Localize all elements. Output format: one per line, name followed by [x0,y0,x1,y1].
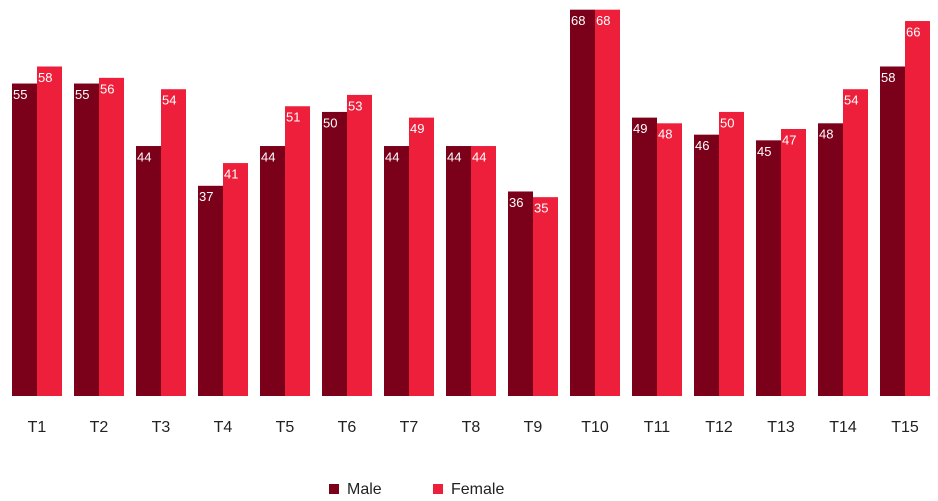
data-label: 49 [633,121,647,136]
data-label: 35 [534,201,548,216]
data-label: 36 [509,195,523,210]
x-tick-label: T11 [644,419,670,436]
x-tick-label: T8 [462,419,481,436]
data-label: 54 [844,93,858,108]
bar [880,66,905,397]
data-label: 55 [75,87,89,102]
data-label: 48 [658,127,672,142]
x-tick-label: T1 [28,419,47,436]
data-label: 44 [472,149,486,164]
legend-label: Female [451,481,504,498]
bar [632,117,657,396]
bar [533,197,558,396]
data-label: 56 [100,81,114,96]
data-label: 50 [720,115,734,130]
x-tick-label: T14 [829,419,857,436]
data-label: 44 [137,149,151,164]
x-tick-label: T2 [90,419,109,436]
bar [161,89,186,396]
legend-label: Male [347,481,382,498]
x-tick-label: T15 [891,419,919,436]
data-label: 45 [757,144,771,159]
data-label: 58 [38,70,52,85]
bar [843,89,868,396]
bar [285,106,310,397]
x-tick-label: T13 [767,419,795,436]
data-label: 55 [13,87,27,102]
data-label: 53 [348,98,362,113]
data-label: 66 [906,24,920,39]
data-label: 50 [323,115,337,130]
bar [694,134,719,396]
bar [508,191,533,396]
bar [37,66,62,397]
bar [595,9,620,397]
data-label: 44 [261,149,275,164]
data-label: 46 [695,138,709,153]
bar [322,111,347,397]
bar [781,128,806,396]
data-label: 68 [596,13,610,28]
bar [818,123,843,396]
data-label: 41 [224,167,238,182]
bar [756,140,781,396]
bar [260,146,285,396]
bar [471,146,496,396]
bar [347,94,372,396]
bar [99,77,124,396]
data-label: 44 [385,149,399,164]
bar [905,21,930,396]
data-label: 37 [199,189,213,204]
bar [223,163,248,396]
data-label: 48 [819,127,833,142]
bar [446,146,471,396]
data-label: 54 [162,93,176,108]
x-tick-label: T12 [705,419,733,436]
legend-swatch [329,484,339,494]
data-label: 51 [286,110,300,125]
bar [570,9,595,397]
bar [12,83,37,397]
bar [136,146,161,396]
bar [384,146,409,396]
bar [657,123,682,396]
data-label: 58 [881,70,895,85]
x-tick-label: T9 [524,419,543,436]
x-tick-label: T6 [338,419,357,436]
x-tick-label: T7 [400,419,419,436]
bar [409,117,434,396]
legend-swatch [433,484,443,494]
data-label: 49 [410,121,424,136]
bar [74,83,99,397]
data-label: 44 [447,149,461,164]
x-tick-label: T5 [276,419,295,436]
x-tick-label: T3 [152,419,171,436]
bar [719,111,744,397]
x-tick-label: T10 [581,419,609,436]
bar [198,185,223,396]
data-label: 68 [571,13,585,28]
x-tick-label: T4 [214,419,233,436]
data-label: 47 [782,132,796,147]
